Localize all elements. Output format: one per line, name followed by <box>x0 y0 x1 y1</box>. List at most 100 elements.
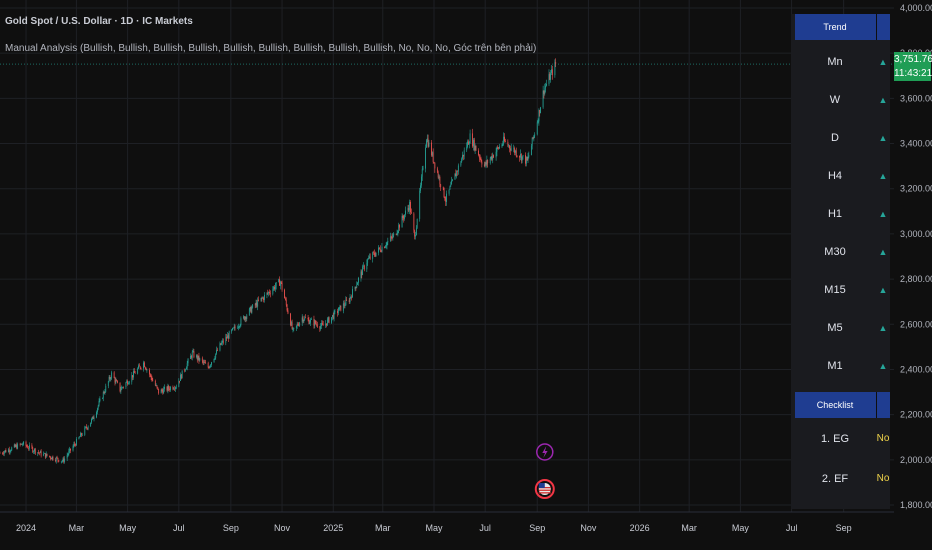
candle-body <box>260 297 262 301</box>
candle-body <box>379 248 381 252</box>
candle-body <box>302 317 304 322</box>
candle-body <box>348 300 350 303</box>
candle-body <box>409 201 411 211</box>
trend-timeframe-label: M5 <box>827 322 843 334</box>
candle-body <box>415 227 417 236</box>
candle-body <box>39 451 41 454</box>
candle-body <box>67 454 69 456</box>
candle-body <box>548 74 550 84</box>
candle-body <box>393 234 395 236</box>
candles <box>0 58 557 464</box>
candle-body <box>502 143 504 145</box>
candle-body <box>133 371 135 373</box>
bullish-arrow-icon: ▲ <box>878 247 888 257</box>
candle-body <box>73 443 75 447</box>
candle-body <box>66 455 68 459</box>
candle-body <box>16 445 18 449</box>
candle-body <box>69 448 71 451</box>
candle-body <box>17 443 19 449</box>
candle-body <box>50 458 52 460</box>
candle-body <box>469 133 471 144</box>
candle-body <box>190 355 192 358</box>
candle-body <box>342 303 344 311</box>
indicator-legend[interactable]: Manual Analysis (Bullish, Bullish, Bulli… <box>5 43 537 54</box>
candle-body <box>291 322 293 329</box>
candle-body <box>333 311 335 319</box>
candle-body <box>56 457 58 459</box>
trend-timeframe-label: M15 <box>824 284 846 296</box>
candle-body <box>327 317 329 320</box>
candle-body <box>180 374 182 379</box>
lightning-icon[interactable] <box>536 443 554 461</box>
candle-body <box>352 289 353 298</box>
candle-body <box>157 387 159 389</box>
candle-body <box>93 417 95 419</box>
candle-body <box>426 140 427 148</box>
checklist-row: 2. EF No <box>795 461 890 497</box>
candle-body <box>26 445 28 447</box>
x-tick-label: Mar <box>69 523 85 533</box>
candle-body <box>299 322 301 326</box>
candle-body <box>485 162 487 165</box>
candle-body <box>457 165 459 172</box>
candle-body <box>322 324 324 326</box>
candle-body <box>248 308 250 316</box>
x-tick-label: Jul <box>173 523 185 533</box>
candle-body <box>185 367 187 370</box>
candle-body <box>413 213 415 231</box>
candle-body <box>68 450 70 455</box>
candle-body <box>515 150 517 156</box>
y-tick-label: 2,000.00 <box>900 455 932 465</box>
candle-body <box>111 372 113 379</box>
candle-body <box>131 375 133 382</box>
trend-row-h1: H1 ▲ <box>795 196 890 232</box>
bullish-arrow-icon: ▲ <box>878 57 888 67</box>
candle-body <box>214 357 216 359</box>
candle-body <box>201 358 203 361</box>
candle-body <box>495 151 497 158</box>
candle-body <box>190 355 191 360</box>
candle-body <box>240 318 242 325</box>
candle-body <box>84 427 86 435</box>
candle-body <box>339 305 341 308</box>
checklist-row: 1. EG No <box>795 421 890 457</box>
candle-body <box>487 160 489 164</box>
candle-body <box>504 136 505 142</box>
candle-body <box>350 296 352 298</box>
candle-body <box>381 246 383 252</box>
bullish-arrow-icon: ▲ <box>878 285 888 295</box>
candle-body <box>519 156 521 158</box>
us-flag-icon[interactable] <box>534 479 555 499</box>
candle-body <box>426 138 428 141</box>
candle-body <box>57 457 59 461</box>
candle-body <box>61 461 63 462</box>
time-axis[interactable]: 2024 Mar May Jul Sep Nov 2025 Mar May Jul Sep Nov 20… <box>16 523 852 533</box>
candle-body <box>497 147 499 148</box>
candle-body <box>455 173 457 177</box>
x-tick-label: Jul <box>786 523 798 533</box>
candle-body <box>310 319 311 323</box>
candle-body <box>227 335 229 339</box>
event-markers[interactable] <box>534 443 555 499</box>
candle-body <box>170 386 171 390</box>
candle-body <box>4 450 6 452</box>
candle-body <box>361 271 363 276</box>
y-tick-label: 1,800.00 <box>900 500 932 510</box>
candle-body <box>545 85 547 88</box>
candle-body <box>432 152 434 162</box>
candle-body <box>466 146 468 151</box>
trend-timeframe-label: H1 <box>827 208 843 220</box>
y-tick-label: 2,600.00 <box>900 319 932 329</box>
x-tick-label: May <box>119 523 137 533</box>
candle-body <box>408 208 410 211</box>
candle-body <box>332 314 334 319</box>
candle-body <box>125 382 127 388</box>
candle-body <box>210 364 212 366</box>
candle-body <box>379 247 380 249</box>
candle-body <box>128 383 129 385</box>
candle-body <box>450 184 452 187</box>
candle-body <box>33 451 34 452</box>
candle-body <box>217 349 218 351</box>
y-tick-label: 3,400.00 <box>900 139 932 149</box>
